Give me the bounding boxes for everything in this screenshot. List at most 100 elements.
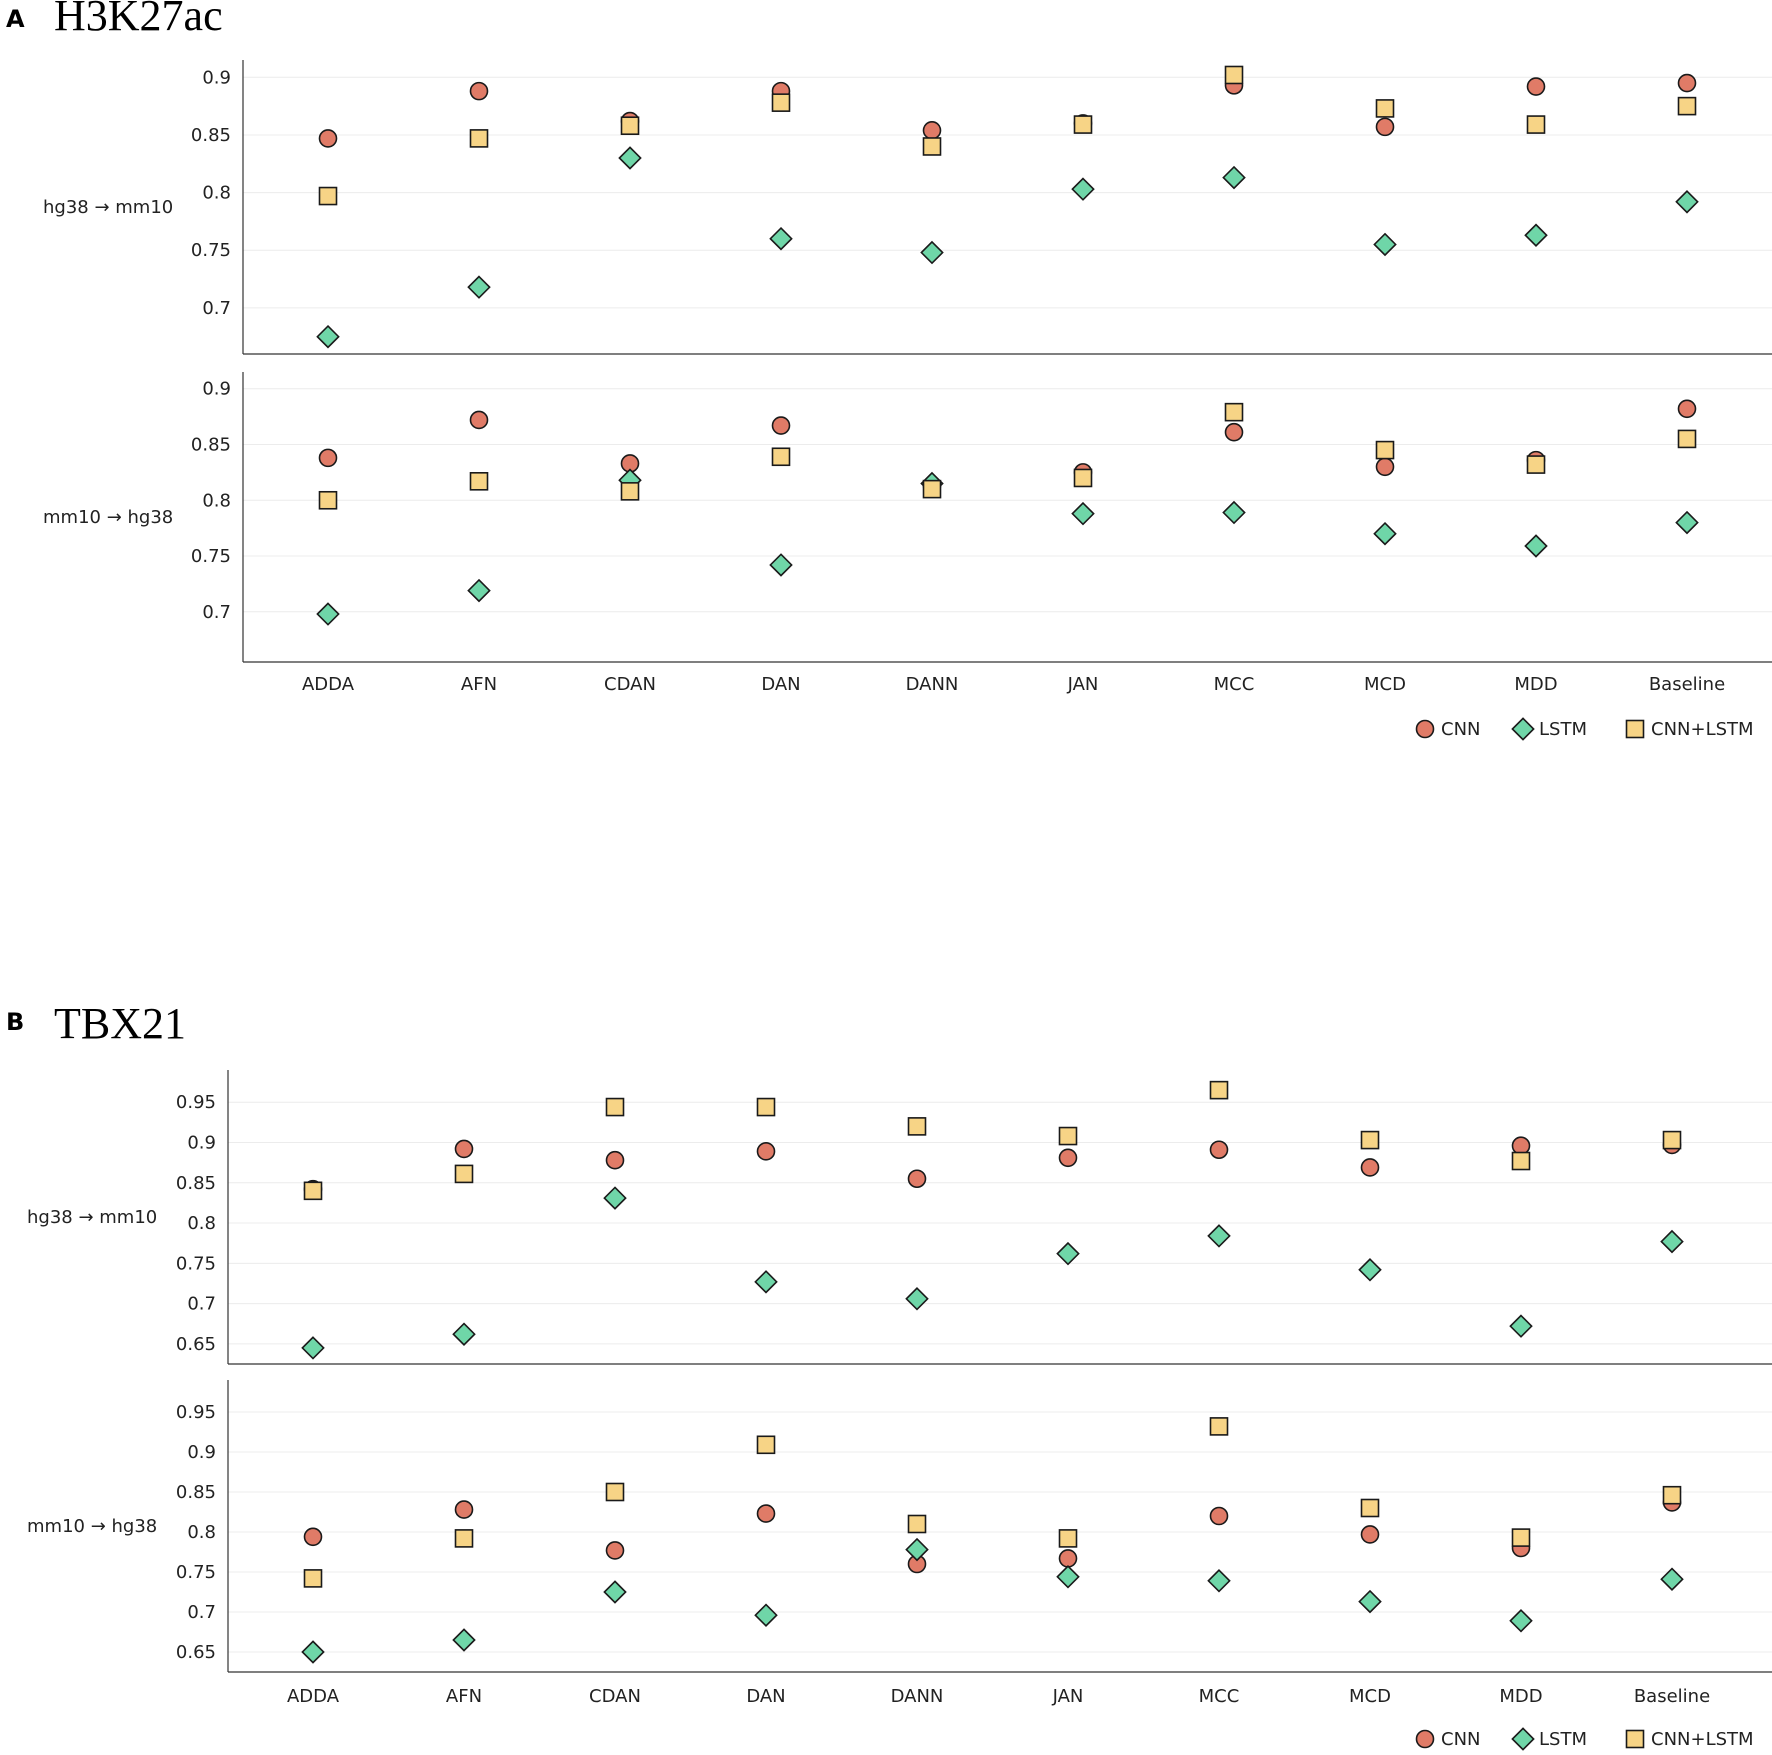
point-cnn-lstm-mdd (1526, 115, 1546, 134)
x-tick-label: DANN (906, 674, 959, 695)
point-cnn-mcc (1224, 422, 1244, 442)
point-cnn-lstm-jan (1073, 468, 1093, 488)
point-cnn-cdan (605, 1541, 625, 1560)
point-lstm-mcd (1358, 1258, 1382, 1282)
point-cnn-lstm-baseline (1662, 1130, 1682, 1150)
point-cnn-lstm-mdd (1511, 1151, 1531, 1171)
point-lstm-jan (1056, 1565, 1080, 1589)
point-cnn-lstm-jan (1073, 115, 1093, 134)
legend-marker-cnn-lstm (1625, 1729, 1645, 1749)
point-cnn-lstm-adda (303, 1181, 323, 1201)
legend-marker-cnn (1415, 719, 1435, 739)
point-lstm-mdd (1524, 223, 1548, 248)
y-tick-label: 0.7 (187, 1602, 216, 1623)
point-cnn-lstm-cdan (605, 1482, 625, 1502)
point-lstm-mdd (1509, 1609, 1533, 1633)
panel-title-b: TBX21 (54, 999, 186, 1048)
y-tick-label: 0.9 (187, 1442, 216, 1463)
y-tick-label: 0.75 (176, 1562, 216, 1583)
point-cnn-cdan (605, 1150, 625, 1170)
y-tick-label: 0.95 (176, 1092, 216, 1113)
legend-label-lstm: LSTM (1539, 719, 1587, 740)
row-label: hg38 → mm10 (27, 1207, 157, 1228)
y-tick-label: 0.9 (202, 379, 231, 400)
point-cnn-jan (1058, 1148, 1078, 1168)
point-cnn-lstm-afn (469, 472, 489, 491)
point-lstm-dan (769, 553, 793, 577)
point-lstm-mcc (1222, 165, 1246, 190)
point-cnn-lstm-baseline (1662, 1485, 1682, 1505)
point-lstm-baseline (1660, 1567, 1684, 1591)
point-lstm-adda (301, 1640, 325, 1664)
x-tick-label: MDD (1499, 1686, 1542, 1707)
y-tick-label: 0.8 (202, 490, 231, 511)
point-cnn-lstm-cdan (620, 116, 640, 136)
legend-marker-lstm (1511, 1727, 1535, 1751)
point-cnn-lstm-mcd (1360, 1498, 1380, 1518)
point-lstm-baseline (1675, 190, 1699, 214)
point-lstm-mdd (1524, 534, 1548, 558)
point-cnn-afn (469, 81, 489, 101)
point-cnn-lstm-jan (1058, 1126, 1078, 1146)
x-tick-label: MCC (1199, 1686, 1240, 1707)
point-lstm-mcd (1373, 521, 1397, 546)
x-tick-label: JAN (1052, 1686, 1084, 1707)
legend-a: CNN LSTM CNN+LSTM (1415, 717, 1754, 741)
point-lstm-cdan (603, 1580, 627, 1604)
point-lstm-jan (1071, 501, 1095, 526)
point-cnn-baseline (1677, 73, 1697, 93)
point-cnn-lstm-mcd (1375, 99, 1395, 118)
point-cnn-mcd (1360, 1158, 1380, 1177)
point-cnn-mcd (1360, 1525, 1380, 1544)
x-tick-label: DAN (746, 1686, 785, 1707)
y-tick-label: 0.65 (176, 1642, 216, 1663)
y-tick-label: 0.85 (176, 1482, 216, 1503)
point-lstm-afn (467, 578, 491, 603)
point-cnn-mcd (1375, 117, 1395, 137)
point-lstm-dan (754, 1270, 778, 1294)
point-lstm-cdan (618, 146, 642, 170)
point-lstm-mcc (1207, 1224, 1231, 1248)
x-axis-labels-a: ADDA AFN CDAN DAN DANN JAN MCC MCD MDD Baseline (302, 674, 1725, 695)
point-lstm-dann (905, 1537, 929, 1562)
point-lstm-baseline (1660, 1229, 1684, 1254)
point-lstm-mcc (1207, 1569, 1231, 1593)
point-cnn-dan (756, 1504, 776, 1523)
point-cnn-mdd (1511, 1136, 1531, 1156)
y-tick-label: 0.95 (176, 1402, 216, 1423)
point-cnn-lstm-dan (756, 1435, 776, 1455)
point-lstm-cdan (603, 1186, 627, 1210)
y-tick-label: 0.8 (187, 1213, 216, 1234)
x-tick-label: AFN (446, 1686, 482, 1707)
legend-marker-cnn (1415, 1729, 1435, 1749)
point-lstm-adda (316, 324, 340, 349)
point-cnn-lstm-dann (922, 137, 942, 156)
point-cnn-lstm-mdd (1526, 455, 1546, 474)
x-tick-label: CDAN (589, 1686, 641, 1707)
subplot-a-mm10-to-hg38: 0.7 0.75 0.8 0.85 0.9 mm10 → hg38 (43, 372, 1772, 663)
point-cnn-lstm-cdan (605, 1097, 625, 1117)
row-label: hg38 → mm10 (43, 197, 173, 218)
point-cnn-lstm-mcd (1360, 1130, 1380, 1150)
x-tick-label: DAN (761, 674, 800, 695)
y-tick-label: 0.85 (176, 1173, 216, 1194)
legend-label-cnn: CNN (1441, 1729, 1481, 1750)
y-tick-label: 0.75 (191, 240, 231, 261)
y-tick-label: 0.65 (176, 1334, 216, 1355)
point-lstm-dann (920, 240, 944, 265)
point-cnn-lstm-afn (469, 129, 489, 148)
point-cnn-lstm-adda (318, 490, 338, 510)
point-cnn-afn (454, 1139, 474, 1159)
point-cnn-dan (771, 416, 791, 435)
point-cnn-lstm-adda (318, 186, 338, 206)
point-cnn-mcc (1209, 1506, 1229, 1526)
point-cnn-dan (756, 1142, 776, 1161)
point-lstm-adda (316, 602, 340, 626)
legend-label-cnn: CNN (1441, 719, 1481, 740)
point-cnn-lstm-jan (1058, 1529, 1078, 1548)
y-tick-label: 0.9 (187, 1132, 216, 1153)
subplot-b-hg38-to-mm10: 0.65 0.7 0.75 0.8 0.85 0.9 0.95 hg38 → mm10 (27, 1070, 1772, 1365)
point-lstm-baseline (1675, 510, 1699, 535)
x-axis-labels-b: ADDA AFN CDAN DAN DANN JAN MCC MCD MDD Baseline (287, 1686, 1710, 1707)
point-cnn-lstm-dann (922, 479, 942, 499)
